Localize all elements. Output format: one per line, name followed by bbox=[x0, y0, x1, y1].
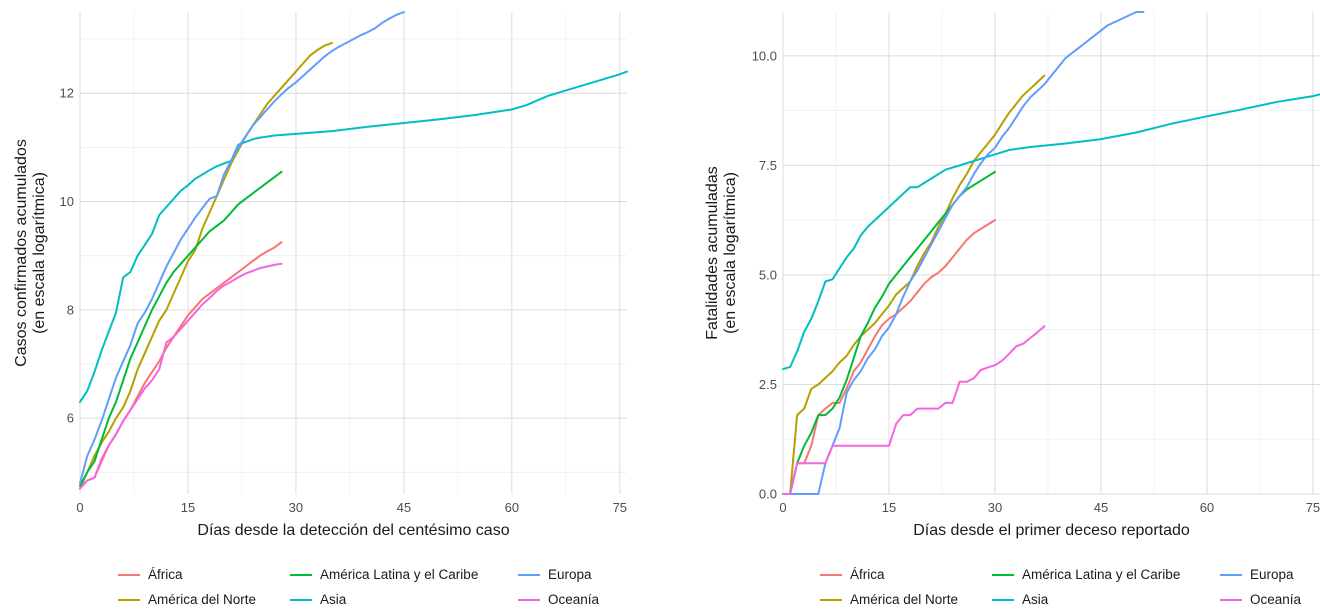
x-tick-label: 60 bbox=[505, 500, 519, 515]
legend-label: Asia bbox=[1022, 592, 1049, 607]
chart-panel-2: 0 15 30 45 60 75 0.0 2.5 5.0 7.5 10.0 Días desde el… bbox=[704, 11, 1320, 539]
legend-label: América Latina y el Caribe bbox=[1022, 567, 1180, 582]
y-tick-label: 10.0 bbox=[752, 48, 777, 63]
series-line-5 bbox=[79, 11, 405, 485]
y-axis-title-line: (en escala logarítmica) bbox=[31, 172, 48, 334]
legend-label: Europa bbox=[548, 567, 592, 582]
x-tick-label: 75 bbox=[613, 500, 627, 515]
series-line-4 bbox=[782, 93, 1320, 371]
y-tick-label: 8 bbox=[67, 302, 74, 317]
legend-label: Oceanía bbox=[1250, 592, 1302, 607]
series-line-4 bbox=[79, 70, 628, 403]
x-axis-title: Días desde el primer deceso reportado bbox=[913, 522, 1190, 539]
legend-label: África bbox=[850, 567, 885, 582]
y-tick-label: 12 bbox=[60, 86, 74, 101]
legend-label: América del Norte bbox=[850, 592, 958, 607]
series-line-5 bbox=[782, 11, 1145, 495]
y-tick-label: 7.5 bbox=[759, 158, 777, 173]
series-line-3 bbox=[79, 170, 283, 487]
legend-label: América del Norte bbox=[148, 592, 256, 607]
series-line-2 bbox=[79, 41, 333, 490]
x-tick-label: 15 bbox=[181, 500, 195, 515]
x-tick-label: 15 bbox=[882, 500, 896, 515]
series-line-6 bbox=[79, 262, 283, 490]
y-tick-label: 0.0 bbox=[759, 487, 777, 502]
x-tick-label: 30 bbox=[988, 500, 1002, 515]
y-axis-title-line: (en escala logarítmica) bbox=[722, 172, 739, 334]
y-tick-label: 2.5 bbox=[759, 377, 777, 392]
x-tick-label: 60 bbox=[1200, 500, 1214, 515]
y-tick-label: 5.0 bbox=[759, 267, 777, 282]
legend-2: África América Latina y el Caribe Europa Am… bbox=[820, 567, 1302, 607]
legend-label: Asia bbox=[320, 592, 347, 607]
x-tick-label: 45 bbox=[397, 500, 411, 515]
y-tick-label: 6 bbox=[67, 411, 74, 426]
y-tick-label: 10 bbox=[60, 194, 74, 209]
chart-panel-1: 0 15 30 45 60 75 6 8 10 12 Días desde la detección… bbox=[13, 11, 628, 539]
series-line-6 bbox=[782, 325, 1046, 495]
legend-1: África América Latina y el Caribe Europa Am… bbox=[118, 567, 600, 607]
x-axis-title: Días desde la detección del centésimo ca… bbox=[197, 522, 509, 539]
series-line-2 bbox=[782, 74, 1046, 495]
legend-label: África bbox=[148, 567, 183, 582]
legend-label: América Latina y el Caribe bbox=[320, 567, 478, 582]
x-tick-label: 45 bbox=[1094, 500, 1108, 515]
x-tick-label: 0 bbox=[779, 500, 786, 515]
x-tick-label: 0 bbox=[76, 500, 83, 515]
y-axis-title-line: Casos confirmados acumulados bbox=[13, 139, 30, 367]
x-tick-label: 75 bbox=[1306, 500, 1320, 515]
y-axis-title-line: Fatalidades acumuladas bbox=[704, 166, 721, 339]
legend-label: Europa bbox=[1250, 567, 1294, 582]
x-tick-label: 30 bbox=[289, 500, 303, 515]
legend-label: Oceanía bbox=[548, 592, 600, 607]
